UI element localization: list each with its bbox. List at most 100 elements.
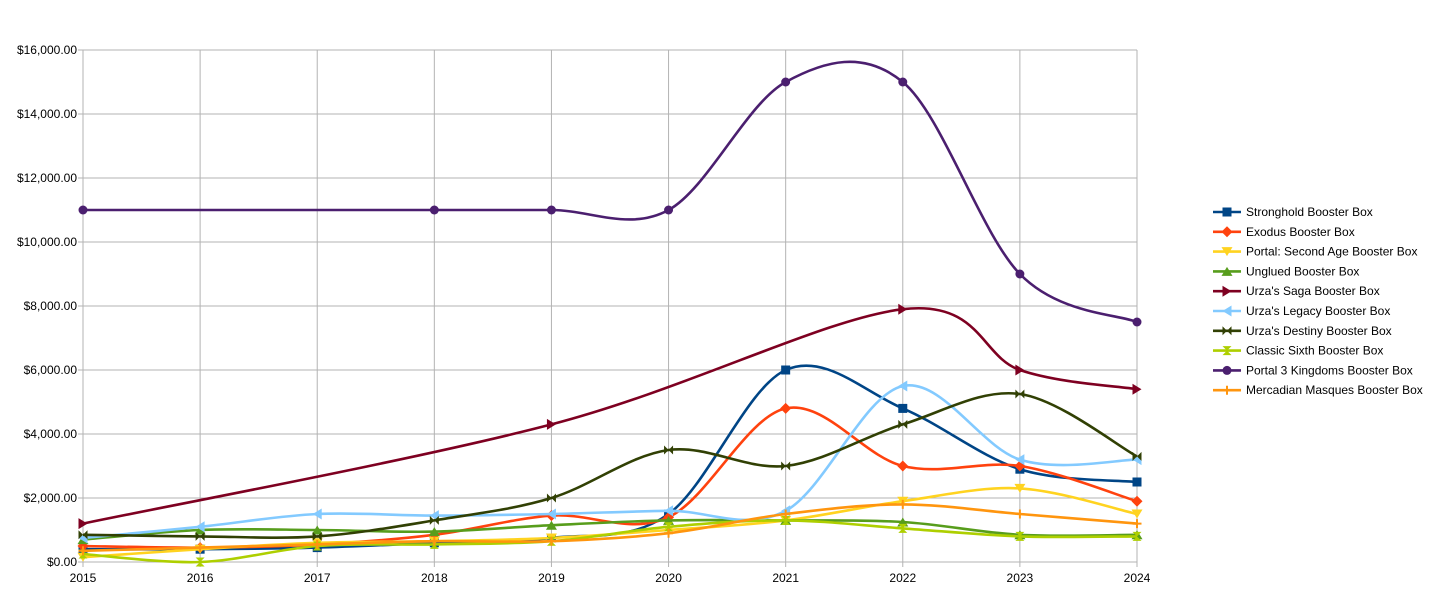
y-tick-label: $14,000.00 [17, 107, 77, 121]
data-point [1015, 389, 1025, 399]
legend-label: Urza's Destiny Booster Box [1246, 324, 1392, 338]
legend-marker [1222, 207, 1232, 217]
legend-label: Urza's Legacy Booster Box [1246, 304, 1390, 318]
x-tick-label: 2015 [70, 571, 97, 585]
data-point [546, 493, 556, 503]
data-point [429, 205, 439, 215]
legend-label: Stronghold Booster Box [1246, 205, 1373, 219]
data-point [429, 515, 439, 525]
legend-item: Urza's Legacy Booster Box [1213, 304, 1390, 318]
data-point [546, 205, 556, 215]
chart-axes: $0.00 $2,000.00 $4,000.00 $6,000.00 $8,000.0… [17, 43, 1151, 585]
data-point [195, 543, 205, 553]
legend-label: Classic Sixth Booster Box [1246, 344, 1383, 358]
data-point [195, 531, 205, 541]
data-point [1015, 531, 1025, 541]
legend-item: Urza's Destiny Booster Box [1213, 324, 1392, 338]
data-point [312, 539, 322, 549]
data-point [78, 546, 88, 556]
data-point [1132, 451, 1142, 461]
x-tick-label: 2024 [1124, 571, 1151, 585]
data-point [1132, 317, 1142, 327]
legend-marker [1222, 385, 1232, 395]
data-point [1131, 495, 1143, 507]
series-line [82, 384, 1138, 540]
y-tick-label: $2,000.00 [24, 491, 78, 505]
legend-item: Mercadian Masques Booster Box [1213, 383, 1423, 397]
y-tick-label: $16,000.00 [17, 43, 77, 57]
data-point [1015, 454, 1025, 466]
legend-label: Unglued Booster Box [1246, 264, 1359, 278]
data-point [781, 77, 791, 87]
legend-marker [1222, 305, 1232, 317]
legend-marker [1222, 285, 1232, 297]
data-point [898, 499, 908, 509]
data-point [664, 505, 674, 517]
legend-marker [1221, 226, 1233, 238]
data-point [429, 536, 439, 546]
data-point [898, 403, 908, 413]
data-point [78, 530, 88, 540]
data-point [1015, 269, 1025, 279]
grid-lines [82, 49, 1138, 563]
data-point [312, 508, 322, 520]
legend-item: Unglued Booster Box [1213, 264, 1359, 278]
y-tick-label: $12,000.00 [17, 171, 77, 185]
data-point [1131, 509, 1143, 519]
legend-item: Portal 3 Kingdoms Booster Box [1213, 363, 1413, 377]
y-tick-label: $10,000.00 [17, 235, 77, 249]
series-3 [77, 515, 1143, 545]
series-line [82, 60, 1138, 324]
data-point [781, 365, 791, 375]
legend-item: Stronghold Booster Box [1213, 205, 1373, 219]
x-tick-label: 2016 [187, 571, 214, 585]
data-point [897, 460, 909, 472]
legend-marker [1221, 266, 1233, 276]
data-point [898, 77, 908, 87]
data-point [428, 527, 440, 537]
data-point [898, 380, 908, 392]
data-point [1132, 531, 1142, 541]
legend-label: Urza's Saga Booster Box [1246, 284, 1380, 298]
series-4 [78, 303, 1142, 530]
data-point [664, 522, 674, 532]
data-point [1132, 383, 1142, 395]
data-point [195, 521, 205, 533]
data-point [1014, 483, 1026, 493]
legend-marker [1221, 247, 1233, 257]
legend-label: Exodus Booster Box [1246, 225, 1355, 239]
data-point [194, 525, 206, 535]
series-lines [77, 60, 1143, 567]
data-point [195, 557, 205, 567]
series-line [82, 306, 1138, 525]
series-0 [78, 364, 1142, 554]
x-tick-label: 2022 [889, 571, 916, 585]
data-point [898, 303, 908, 315]
x-tick-label: 2019 [538, 571, 565, 585]
y-tick-label: $8,000.00 [24, 299, 78, 313]
data-point [1015, 509, 1025, 519]
data-point [1015, 364, 1025, 376]
legend: Stronghold Booster Box Exodus Booster Box… [1213, 205, 1423, 397]
y-tick-label: $6,000.00 [24, 363, 78, 377]
series-6 [78, 389, 1142, 541]
data-point [780, 402, 792, 414]
x-tick-label: 2017 [304, 571, 331, 585]
data-point [664, 205, 674, 215]
data-point [664, 445, 674, 455]
legend-marker [1222, 365, 1232, 375]
data-point [898, 419, 908, 429]
legend-item: Exodus Booster Box [1213, 225, 1355, 239]
legend-label: Portal: Second Age Booster Box [1246, 245, 1417, 259]
x-tick-label: 2023 [1007, 571, 1034, 585]
data-point [311, 525, 323, 535]
legend-label: Portal 3 Kingdoms Booster Box [1246, 363, 1413, 377]
data-point [546, 536, 556, 546]
data-point [781, 509, 791, 519]
x-tick-label: 2021 [772, 571, 799, 585]
data-point [781, 515, 791, 525]
data-point [78, 205, 88, 215]
data-point [546, 536, 556, 546]
data-point [781, 461, 791, 471]
